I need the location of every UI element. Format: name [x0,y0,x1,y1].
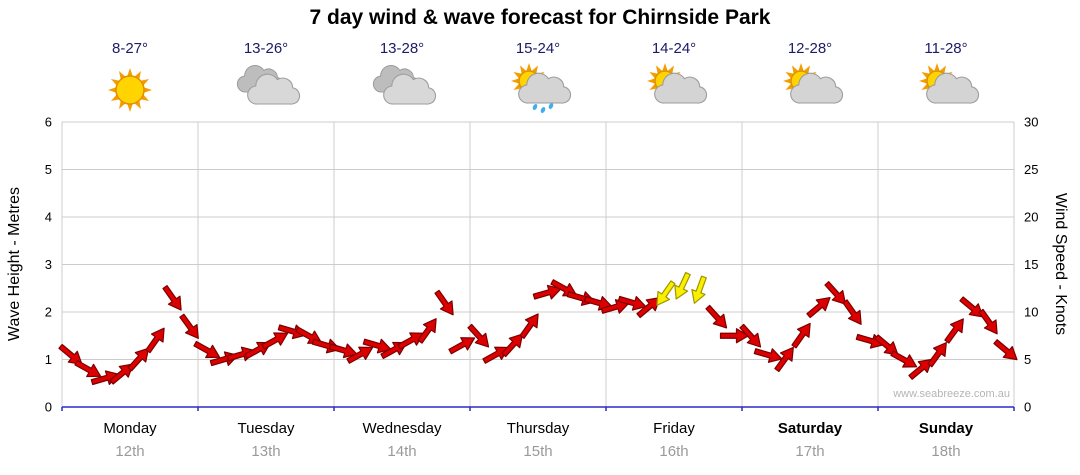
wind-arrow [346,346,374,364]
y-tick-label: 25 [1024,162,1038,177]
weather-icon-sun-showers [511,63,572,114]
day-date: 12th [115,443,145,460]
left-tick-labels: 0 1 2 3 4 5 6 [45,115,52,415]
wind-arrow [890,350,918,368]
day-name: Friday [653,420,695,437]
wind-arrow [824,281,847,305]
wind-arrow [145,327,165,354]
y-tick-label: 4 [45,210,52,225]
wind-arrow [739,323,762,348]
y-tick-label: 0 [45,400,52,415]
weather-icon-partly-cloudy [783,63,844,104]
wind-arrow [617,295,647,311]
day-name: Thursday [506,420,570,437]
wind-arrow [944,318,964,344]
wind-arrow [193,340,221,359]
wind-arrow [791,322,811,349]
x-axis [61,406,1015,411]
day-temp: 15-24° [515,40,561,57]
watermark: www.seabreeze.com.au [893,388,1010,400]
wind-arrow [806,297,831,319]
wind-arrows [58,271,1018,386]
wind-arrow [705,304,728,329]
y-tick-label: 20 [1024,210,1038,225]
wind-arrow [927,342,947,368]
right-tick-labels: 0 5 10 15 20 25 30 [1024,115,1038,415]
wind-arrow [753,348,783,363]
weather-icon-sunny [108,68,152,112]
wind-arrow [519,313,539,339]
weather-icon-cloudy [236,65,301,105]
wind-arrow [978,308,998,335]
day-name: Monday [103,420,157,437]
weather-icon-cloudy [372,65,437,105]
y-tick-label: 15 [1024,257,1038,272]
wind-arrow [434,289,454,316]
wind-arrow [719,328,750,344]
wind-arrow [328,343,358,359]
wind-arrow [448,337,476,355]
y-tick-label: 3 [45,257,52,272]
day-date: 18th [931,443,961,460]
wind-arrow [908,358,933,380]
day-date: 16th [659,443,689,460]
day-temp: 13-28° [379,40,425,57]
y-tick-label: 0 [1024,400,1031,415]
chart-title: 7 day wind & wave forecast for Chirnside… [309,6,771,29]
wind-arrow [261,332,289,350]
wind-arrow [774,346,794,373]
day-temp: 8-27° [111,40,149,57]
weather-icons [108,63,980,114]
y-tick-label: 5 [1024,352,1031,367]
day-date: 17th [795,443,825,460]
wind-arrow [691,275,707,304]
y-tick-label: 6 [45,115,52,130]
gridlines [61,121,1015,407]
wind-arrow [162,285,182,311]
day-name: Tuesday [237,420,295,437]
weather-icon-partly-cloudy [919,63,980,104]
y-tick-label: 10 [1024,305,1038,320]
wind-arrow [362,338,392,354]
day-date: 15th [523,443,553,460]
wind-arrow [74,359,102,378]
y-tick-label: 30 [1024,115,1038,130]
wind-arrow [959,296,984,318]
day-date: 13th [251,443,281,460]
y-tick-label: 1 [45,352,52,367]
day-name: Sunday [918,420,974,437]
wind-arrow [179,313,199,339]
wind-arrow [467,323,490,348]
wind-arrow [656,280,676,306]
wind-arrow [993,339,1018,361]
day-temp: 14-24° [651,40,697,57]
y-tick-label: 2 [45,305,52,320]
day-temp: 13-26° [243,40,289,57]
weather-icon-partly-cloudy [647,63,708,104]
wind-arrow [842,299,862,325]
wind-arrow [58,343,83,365]
wind-arrow [874,334,899,356]
wind-arrow [417,318,437,344]
day-date: 14th [387,443,417,460]
wind-arrow [600,299,630,314]
wind-arrow [532,284,562,300]
day-temp: 11-28° [924,40,968,57]
wind-arrow [127,347,150,372]
wind-arrow [674,271,691,300]
wind-arrow [501,333,524,358]
y-tick-label: 5 [45,162,52,177]
day-name: Saturday [777,420,843,437]
day-name: Wednesday [362,420,442,437]
day-temp: 12-28° [787,40,833,57]
